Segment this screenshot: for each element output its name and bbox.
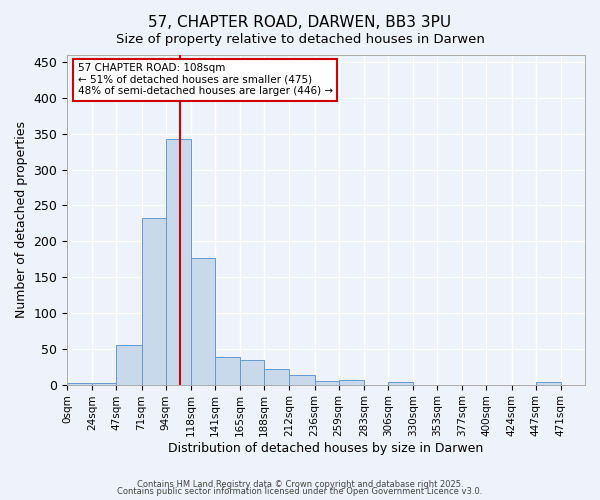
Bar bbox=[166, 139, 191, 384]
Bar bbox=[67, 383, 92, 384]
Bar bbox=[92, 383, 116, 384]
Bar bbox=[215, 358, 240, 384]
Text: Contains HM Land Registry data © Crown copyright and database right 2025.: Contains HM Land Registry data © Crown c… bbox=[137, 480, 463, 489]
Bar bbox=[289, 376, 314, 384]
Bar bbox=[314, 381, 338, 384]
Text: Size of property relative to detached houses in Darwen: Size of property relative to detached ho… bbox=[116, 32, 484, 46]
Bar bbox=[388, 382, 413, 384]
Bar bbox=[142, 218, 166, 384]
Y-axis label: Number of detached properties: Number of detached properties bbox=[15, 122, 28, 318]
Bar bbox=[338, 380, 364, 384]
Bar bbox=[116, 345, 142, 385]
Bar bbox=[264, 369, 289, 384]
X-axis label: Distribution of detached houses by size in Darwen: Distribution of detached houses by size … bbox=[169, 442, 484, 455]
Text: Contains public sector information licensed under the Open Government Licence v3: Contains public sector information licen… bbox=[118, 487, 482, 496]
Bar bbox=[240, 360, 264, 384]
Bar bbox=[191, 258, 215, 384]
Text: 57, CHAPTER ROAD, DARWEN, BB3 3PU: 57, CHAPTER ROAD, DARWEN, BB3 3PU bbox=[148, 15, 452, 30]
Bar bbox=[536, 382, 561, 384]
Text: 57 CHAPTER ROAD: 108sqm
← 51% of detached houses are smaller (475)
48% of semi-d: 57 CHAPTER ROAD: 108sqm ← 51% of detache… bbox=[77, 63, 333, 96]
